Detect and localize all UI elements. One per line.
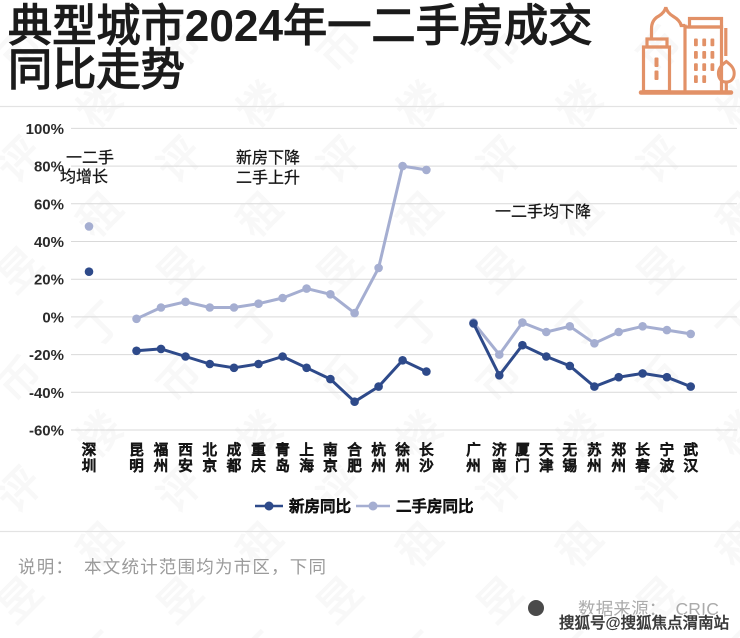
svg-text:昱: 昱	[468, 238, 531, 301]
svg-text:武: 武	[683, 441, 698, 459]
svg-text:丁: 丁	[68, 293, 131, 356]
svg-text:新房同比: 新房同比	[289, 497, 351, 516]
svg-text:郑: 郑	[611, 441, 626, 459]
svg-text:楼: 楼	[68, 403, 131, 466]
svg-text:京: 京	[323, 457, 338, 475]
svg-text:租: 租	[708, 183, 740, 246]
svg-text:评: 评	[628, 128, 691, 191]
svg-text:波: 波	[660, 457, 675, 475]
svg-text:丁: 丁	[548, 293, 611, 356]
svg-text:长: 长	[419, 441, 434, 459]
svg-text:济: 济	[492, 441, 507, 459]
svg-text:海: 海	[299, 457, 314, 475]
svg-text:楼: 楼	[708, 403, 740, 466]
svg-text:昱: 昱	[468, 568, 531, 631]
svg-text:二手上升: 二手上升	[236, 169, 300, 187]
svg-text:币: 币	[628, 348, 691, 411]
svg-text:青: 青	[275, 441, 290, 459]
svg-text:州: 州	[394, 458, 410, 475]
svg-text:租: 租	[548, 513, 611, 576]
svg-text:厦: 厦	[515, 442, 530, 459]
svg-text:租: 租	[708, 513, 740, 576]
svg-text:币: 币	[148, 348, 211, 411]
svg-text:60%: 60%	[34, 196, 64, 213]
svg-text:门: 门	[515, 457, 530, 475]
svg-text:州: 州	[465, 458, 481, 475]
svg-text:80%: 80%	[34, 159, 64, 176]
svg-text:一二手: 一二手	[66, 149, 114, 167]
svg-text:沙: 沙	[419, 458, 434, 475]
svg-text:无: 无	[563, 442, 578, 459]
svg-text:岛: 岛	[275, 457, 290, 475]
svg-text:肥: 肥	[347, 458, 362, 475]
svg-text:评: 评	[0, 458, 51, 521]
svg-text:楼: 楼	[548, 403, 611, 466]
svg-text:徐: 徐	[394, 441, 410, 459]
svg-text:苏: 苏	[587, 441, 602, 459]
svg-text:20%: 20%	[34, 272, 64, 289]
svg-text:丁: 丁	[68, 623, 131, 638]
svg-text:广: 广	[466, 441, 481, 459]
svg-text:昱: 昱	[628, 238, 691, 301]
svg-text:锡: 锡	[563, 457, 578, 475]
svg-text:二手房同比: 二手房同比	[396, 497, 474, 516]
svg-text:圳: 圳	[82, 458, 97, 475]
svg-text:丁: 丁	[388, 623, 451, 638]
svg-text:新房下降: 新房下降	[236, 149, 300, 167]
svg-text:租: 租	[68, 183, 131, 246]
svg-text:深: 深	[82, 441, 97, 459]
svg-text:评: 评	[308, 128, 371, 191]
svg-text:丁: 丁	[708, 293, 740, 356]
svg-text:庆: 庆	[251, 457, 266, 475]
svg-text:0%: 0%	[42, 309, 64, 326]
svg-text:春: 春	[635, 457, 650, 475]
svg-text:南: 南	[492, 457, 507, 475]
svg-text:北: 北	[203, 442, 218, 459]
svg-text:州: 州	[586, 458, 602, 475]
svg-text:州: 州	[153, 458, 169, 475]
svg-text:丁: 丁	[388, 293, 451, 356]
svg-text:州: 州	[610, 458, 626, 475]
svg-text:明: 明	[129, 458, 144, 475]
svg-text:长: 长	[635, 441, 650, 459]
svg-text:币: 币	[628, 18, 691, 81]
svg-text:租: 租	[228, 183, 291, 246]
svg-text:都: 都	[226, 458, 242, 475]
svg-text:上: 上	[299, 442, 314, 459]
svg-text:-20%: -20%	[29, 347, 64, 364]
svg-text:津: 津	[539, 457, 554, 475]
svg-text:丁: 丁	[228, 623, 291, 638]
svg-text:重: 重	[251, 441, 266, 459]
svg-text:杭: 杭	[371, 441, 386, 459]
svg-text:成: 成	[227, 441, 242, 459]
svg-text:-60%: -60%	[29, 423, 64, 440]
svg-text:天: 天	[539, 442, 554, 459]
svg-text:40%: 40%	[34, 234, 64, 251]
svg-text:宁: 宁	[660, 441, 675, 459]
svg-text:100%: 100%	[26, 121, 64, 138]
svg-text:西: 西	[178, 442, 193, 459]
svg-text:合: 合	[346, 441, 362, 459]
svg-text:租: 租	[388, 513, 451, 576]
svg-text:均增长: 均增长	[60, 168, 108, 186]
svg-text:评: 评	[148, 128, 211, 191]
svg-text:京: 京	[203, 457, 218, 475]
svg-text:一二手均下降: 一二手均下降	[495, 203, 591, 221]
svg-text:昱: 昱	[148, 238, 211, 301]
svg-text:福: 福	[153, 441, 169, 459]
svg-text:-40%: -40%	[29, 385, 64, 402]
svg-text:评: 评	[468, 128, 531, 191]
svg-text:州: 州	[370, 458, 386, 475]
svg-text:昆: 昆	[129, 442, 144, 459]
svg-text:汉: 汉	[683, 458, 698, 475]
svg-text:南: 南	[323, 441, 338, 459]
svg-text:安: 安	[178, 457, 193, 475]
svg-text:币: 币	[308, 348, 371, 411]
